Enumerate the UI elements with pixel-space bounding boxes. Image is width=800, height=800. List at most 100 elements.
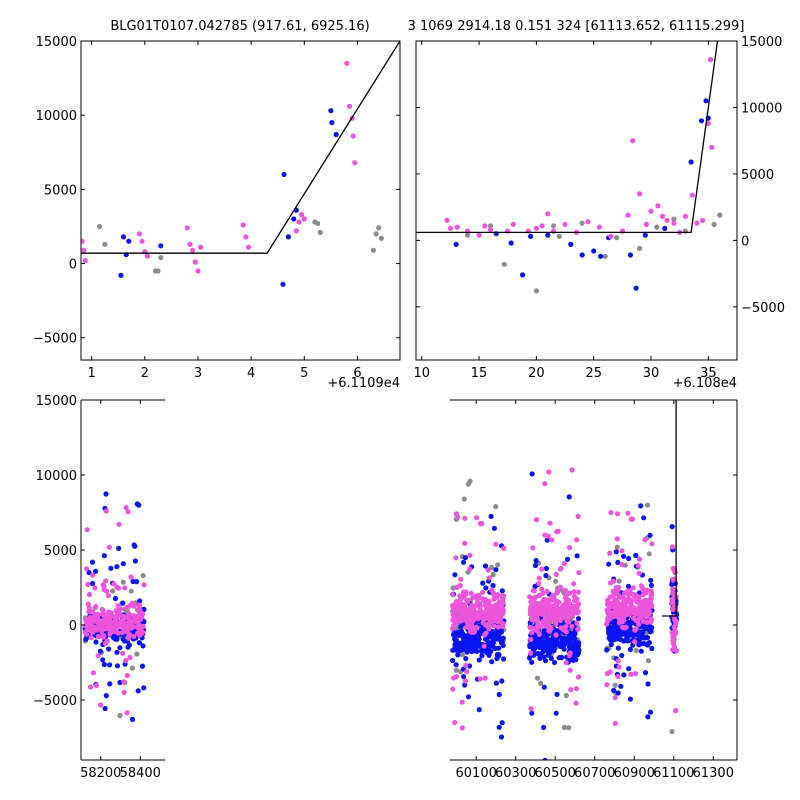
x-tick-label: 61100 <box>653 766 694 781</box>
blue-point <box>491 525 497 531</box>
panel-title: 3 1069 2914.18 0.151 324 [61113.652, 611… <box>408 19 745 34</box>
blue-point <box>89 559 96 565</box>
magenta-point <box>567 545 573 551</box>
blue-point <box>137 598 143 604</box>
magenta-point <box>462 678 468 684</box>
y-tick-label: −5000 <box>33 694 77 709</box>
magenta-point <box>105 623 111 630</box>
gray-point <box>315 220 321 227</box>
blue-point <box>607 628 613 634</box>
blue-point <box>508 240 514 246</box>
gray-point <box>533 288 540 294</box>
magenta-point <box>533 517 540 523</box>
magenta-point <box>630 138 636 144</box>
magenta-point <box>454 616 460 622</box>
blue-point <box>569 634 575 640</box>
blue-point <box>649 645 655 652</box>
magenta-point <box>240 222 246 228</box>
magenta-point <box>464 669 470 675</box>
magenta-point <box>648 594 654 600</box>
magenta-point <box>93 627 100 633</box>
blue-point <box>529 710 535 716</box>
x-tick-label: 10 <box>413 366 430 381</box>
magenta-point <box>135 630 141 636</box>
blue-point <box>117 645 123 651</box>
blue-point <box>493 567 499 573</box>
blue-point <box>554 691 560 698</box>
blue-point <box>131 542 137 548</box>
blue-point <box>626 555 632 562</box>
magenta-point <box>86 609 92 615</box>
magenta-point <box>500 621 506 627</box>
top-right-plot-area: −5000 0 5000 10000 15000 10 15 20 25 30 35 <box>413 35 785 381</box>
magenta-point <box>547 628 553 634</box>
magenta-point <box>106 609 112 615</box>
blue-point <box>698 118 705 124</box>
magenta-point <box>562 221 568 227</box>
blue-point <box>645 714 651 720</box>
blue-point <box>141 685 147 691</box>
blue-point <box>575 616 582 622</box>
magenta-point <box>612 597 618 603</box>
x-tick-label: 58200 <box>80 766 121 781</box>
data-points <box>416 41 723 294</box>
magenta-point <box>544 588 550 595</box>
blue-point <box>479 653 485 659</box>
blue-point <box>465 694 472 700</box>
gray-point <box>128 588 134 594</box>
magenta-point <box>536 575 542 581</box>
magenta-point <box>544 600 551 606</box>
y-tick-label: 5000 <box>741 168 774 183</box>
blue-point <box>614 629 620 635</box>
magenta-point <box>611 592 617 598</box>
blue-point <box>103 693 109 699</box>
blue-point <box>126 238 132 244</box>
gray-point <box>134 651 140 657</box>
gray-point <box>120 579 126 585</box>
magenta-point <box>451 675 457 681</box>
magenta-point <box>131 633 137 640</box>
magenta-point <box>121 679 127 685</box>
magenta-point <box>477 676 483 682</box>
magenta-point <box>608 612 614 618</box>
blue-point <box>458 624 464 630</box>
magenta-point <box>573 700 579 706</box>
magenta-point <box>127 654 133 661</box>
magenta-point <box>671 633 677 639</box>
blue-point <box>120 234 127 240</box>
gray-point <box>495 562 501 568</box>
y-tick-label: 5000 <box>44 544 77 559</box>
blue-point <box>496 635 502 641</box>
magenta-point <box>450 686 456 692</box>
magenta-point <box>642 537 648 543</box>
x-tick-label: 60100 <box>456 766 497 781</box>
gray-point <box>158 255 164 261</box>
blue-point <box>611 687 617 694</box>
magenta-point <box>491 623 497 629</box>
magenta-point <box>646 605 652 611</box>
blue-point <box>542 757 548 760</box>
blue-point <box>114 663 121 669</box>
blue-point <box>647 532 653 538</box>
magenta-point <box>629 603 635 609</box>
magenta-point <box>625 212 631 218</box>
magenta-point <box>548 597 555 603</box>
magenta-point <box>493 612 499 618</box>
magenta-point <box>459 699 465 705</box>
magenta-point <box>630 585 636 591</box>
blue-point <box>533 557 539 564</box>
magenta-point <box>344 60 350 66</box>
blue-point <box>627 252 634 258</box>
magenta-point <box>100 607 106 614</box>
gray-point <box>563 692 569 699</box>
model-line <box>81 41 400 254</box>
magenta-point <box>93 603 99 610</box>
blue-point <box>107 662 113 668</box>
blue-point <box>621 629 627 635</box>
blue-point <box>554 639 560 646</box>
magenta-point <box>682 213 689 219</box>
blue-point <box>86 569 92 576</box>
blue-point <box>117 679 123 686</box>
magenta-point <box>86 605 92 611</box>
magenta-point <box>669 544 676 550</box>
